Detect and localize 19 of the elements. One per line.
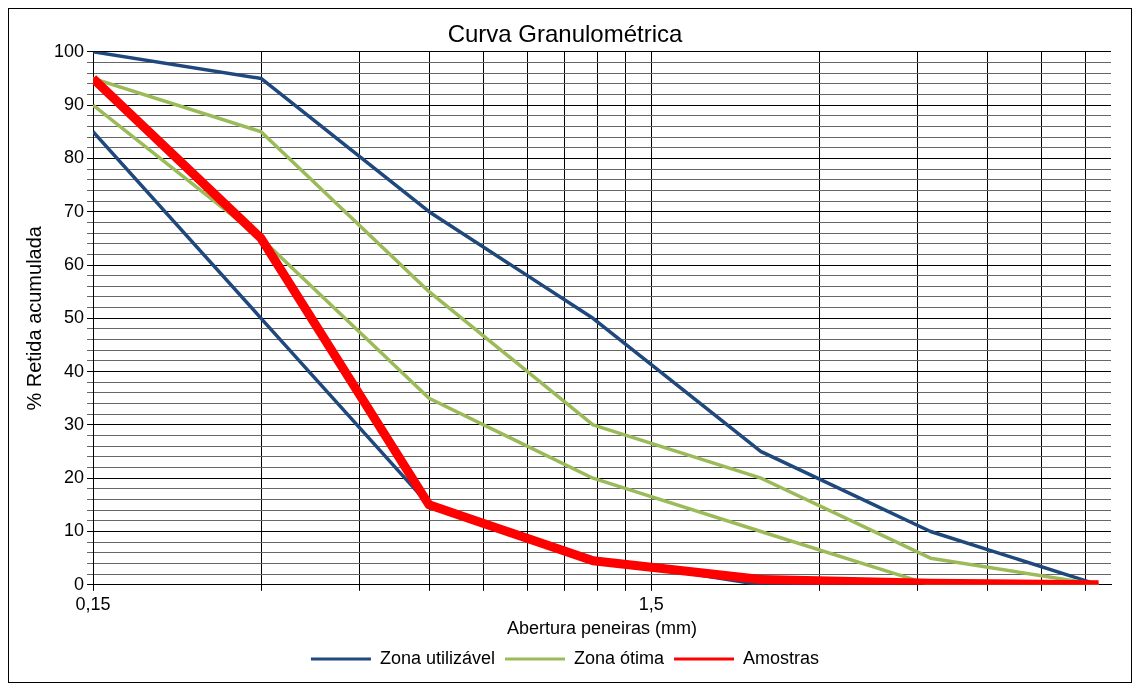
y-tick-label: 30 <box>64 413 85 434</box>
y-tick-label: 40 <box>64 360 85 381</box>
y-tick-label: 60 <box>64 253 85 274</box>
y-tick-label: 0 <box>74 573 85 594</box>
legend-label: Amostras <box>743 647 820 668</box>
x-tick-label: 0,15 <box>75 593 111 614</box>
y-axis-title: % Retida acumulada <box>22 225 45 411</box>
legend-label: Zona utilizável <box>379 647 495 668</box>
y-tick-label: 70 <box>64 200 85 221</box>
y-tick-label: 50 <box>64 307 85 328</box>
legend-label: Zona ótima <box>574 647 666 668</box>
x-axis-title: Abertura peneiras (mm) <box>506 618 698 639</box>
chart-title: Curva Granulométrica <box>447 20 684 48</box>
y-tick-label: 100 <box>53 40 85 61</box>
y-tick-label: 80 <box>64 147 85 168</box>
y-tick-label: 10 <box>64 520 85 541</box>
y-tick-label: 20 <box>64 467 85 488</box>
y-tick-label: 90 <box>64 94 85 115</box>
x-tick-label: 1,5 <box>638 593 664 614</box>
